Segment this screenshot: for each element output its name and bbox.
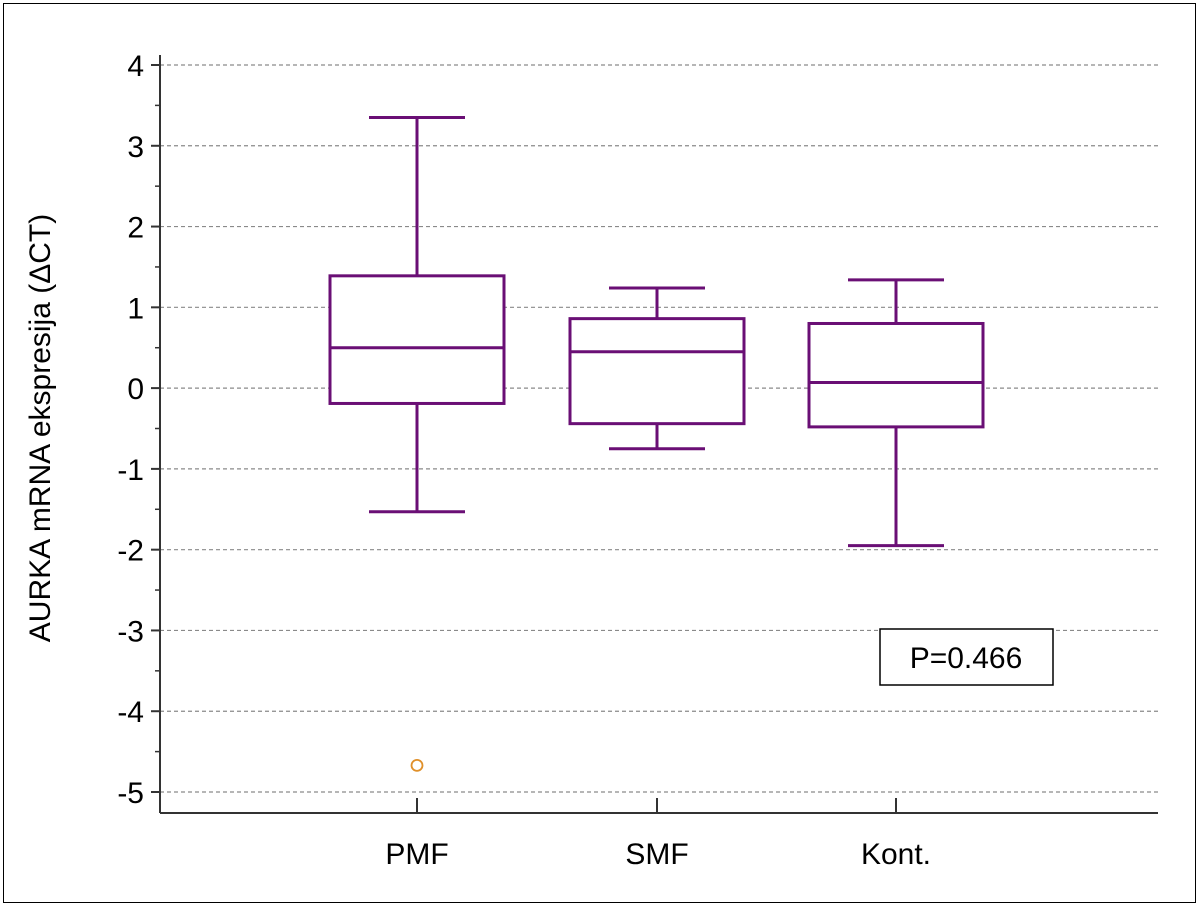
x-tick-label-2: SMF: [625, 838, 688, 871]
y-tick-label--2: -2: [117, 535, 144, 568]
y-axis-ticks: 4 3 2 1 0 -1 -2 -3 -4 -5: [117, 50, 160, 810]
box-1: [328, 116, 506, 772]
p-value-box: [879, 628, 1054, 686]
interquartile-box: [568, 317, 746, 426]
box-3: [807, 278, 985, 548]
y-tick-label-0: 0: [127, 373, 144, 406]
y-tick-label--3: -3: [117, 615, 144, 648]
figure-frame: [3, 3, 1196, 903]
y-tick-label-4: 4: [127, 50, 144, 83]
y-tick-label--4: -4: [117, 696, 144, 729]
x-tick-label-3: Kont.: [861, 838, 931, 871]
x-axis-ticks: PMF SMF Kont.: [385, 798, 931, 871]
p-value-text: P=0.466: [910, 642, 1023, 675]
interquartile-box: [328, 274, 506, 405]
y-tick-label--1: -1: [117, 454, 144, 487]
y-axis-title: AURKA mRNA ekspresija (ΔCT): [24, 214, 57, 642]
interquartile-box: [807, 321, 985, 429]
y-tick-label-2: 2: [127, 212, 144, 245]
y-tick-label-3: 3: [127, 131, 144, 164]
y-tick-label-1: 1: [127, 292, 144, 325]
p-value-annotation: P=0.466: [879, 628, 1054, 686]
y-tick-label--5: -5: [117, 777, 144, 810]
axes: [159, 55, 1158, 814]
box-2: [568, 286, 746, 451]
x-tick-label-1: PMF: [385, 838, 448, 871]
box-series: [328, 116, 985, 772]
outlier-point: [410, 758, 424, 772]
